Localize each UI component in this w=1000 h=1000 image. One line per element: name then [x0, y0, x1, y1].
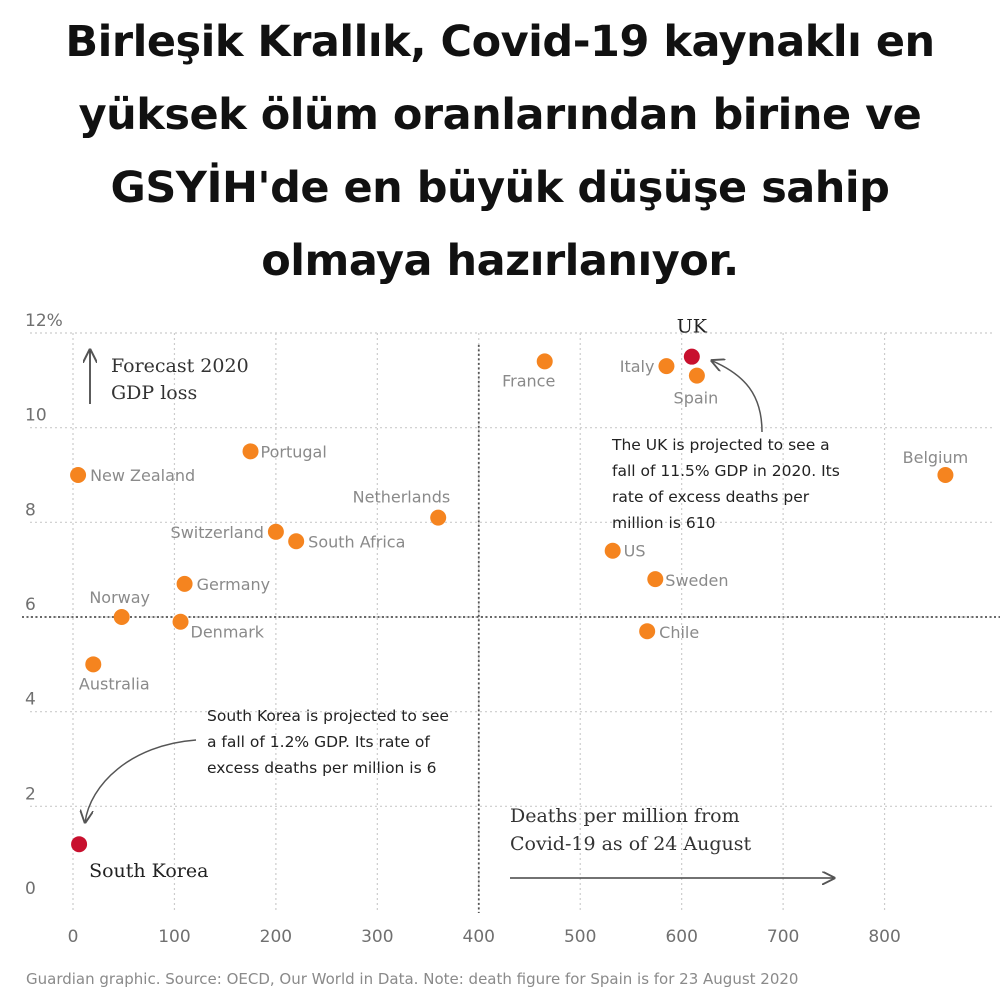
point-switzerland — [267, 523, 284, 540]
point-us — [604, 542, 621, 559]
x-tick-label: 800 — [868, 927, 900, 947]
point-label: New Zealand — [90, 466, 195, 485]
x-tick-label: 600 — [665, 927, 697, 947]
point-label: South Africa — [308, 532, 405, 551]
annotation-uk-text: million is 610 — [612, 514, 715, 532]
point-label: Spain — [674, 389, 719, 408]
headline: Birleşik Krallık, Covid-19 kaynaklı en y… — [65, 17, 935, 286]
point-netherlands — [430, 509, 447, 526]
point-label: Netherlands — [353, 488, 451, 507]
annotation-uk-arrow — [712, 361, 763, 433]
annotation-south-korea-text: excess deaths per million is 6 — [207, 759, 436, 777]
y-tick-label: 4 — [25, 690, 36, 710]
point-label: Italy — [620, 357, 655, 376]
x-tick-label: 400 — [463, 927, 495, 947]
annotation-south-korea-text: South Korea is projected to see — [207, 707, 449, 725]
point-belgium — [937, 467, 954, 483]
y-tick-label: 10 — [25, 406, 47, 426]
x-tick-label: 700 — [767, 927, 799, 947]
point-label: Germany — [197, 575, 271, 594]
point-label: Denmark — [191, 623, 265, 642]
y-tick-label: 0 — [25, 879, 36, 899]
point-label: Sweden — [665, 571, 728, 590]
point-label: Australia — [79, 674, 150, 693]
annotation-south-korea-arrow — [85, 739, 197, 822]
annotation-uk-text: The UK is projected to see a — [611, 436, 830, 454]
point-germany — [176, 575, 193, 592]
point-label: South Korea — [89, 860, 208, 882]
point-france — [536, 353, 553, 370]
x-tick-label: 100 — [158, 927, 190, 947]
point-label: Portugal — [261, 442, 327, 461]
x-tick-label: 200 — [260, 927, 292, 947]
point-italy — [658, 358, 675, 375]
point-label: Belgium — [903, 448, 969, 467]
point-new-zealand — [70, 467, 87, 483]
y-tick-label: 8 — [25, 500, 36, 520]
annotation-uk-text: fall of 11.5% GDP in 2020. Its — [612, 462, 840, 480]
annotation-south-korea-text: a fall of 1.2% GDP. Its rate of — [207, 733, 430, 751]
point-south-korea — [71, 836, 88, 853]
point-chile — [639, 623, 656, 640]
point-portugal — [242, 443, 259, 460]
point-south-africa — [288, 533, 305, 550]
x-tick-label: 300 — [361, 927, 393, 947]
point-label: France — [502, 371, 555, 390]
point-denmark — [172, 613, 189, 630]
point-spain — [688, 367, 705, 384]
point-norway — [113, 609, 130, 625]
y-tick-label: 6 — [25, 595, 36, 615]
point-uk — [683, 348, 700, 365]
y-tick-label: 12% — [25, 311, 63, 331]
point-label: Norway — [89, 588, 150, 607]
point-label: US — [624, 542, 646, 561]
y-axis-title: Forecast 2020 — [111, 355, 249, 377]
source-note: Guardian graphic. Source: OECD, Our Worl… — [26, 970, 799, 988]
point-sweden — [647, 571, 664, 588]
x-axis-title: Deaths per million from — [510, 805, 740, 827]
y-tick-label: 2 — [25, 784, 36, 804]
annotation-uk-text: rate of excess deaths per — [612, 488, 810, 506]
x-tick-label: 0 — [68, 927, 79, 947]
point-label: Switzerland — [171, 523, 264, 542]
x-tick-label: 500 — [564, 927, 596, 947]
x-axis-title: Covid-19 as of 24 August — [510, 833, 752, 855]
point-label: Chile — [659, 623, 699, 642]
y-axis-title: GDP loss — [111, 382, 197, 404]
point-australia — [85, 656, 102, 673]
point-label: UK — [677, 316, 708, 338]
